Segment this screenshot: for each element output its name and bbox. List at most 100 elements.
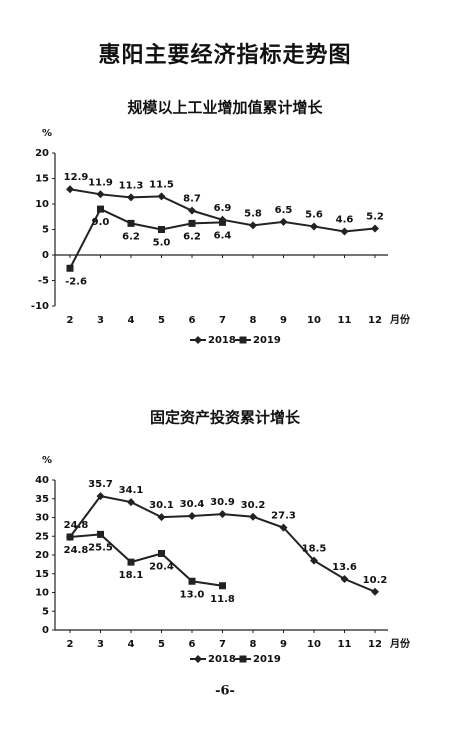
marker: [188, 206, 196, 215]
marker: [127, 219, 135, 227]
series-line: [69, 533, 223, 587]
marker: [127, 558, 135, 566]
data-label: 5.6: [305, 209, 323, 220]
marker: [66, 533, 74, 541]
marker: [66, 264, 74, 272]
data-label: 27.3: [271, 511, 296, 522]
x-tick-label: 12: [368, 639, 382, 650]
marker: [371, 224, 379, 233]
data-label: 30.9: [210, 497, 235, 508]
x-tick-label: 10: [307, 315, 321, 326]
marker: [66, 185, 74, 194]
x-tick-label: 3: [97, 315, 104, 326]
marker: [310, 556, 318, 565]
y-tick-label: 10: [35, 588, 49, 599]
legend-marker: [239, 336, 247, 344]
page-number: -6-: [215, 684, 235, 699]
y-tick-label: 40: [35, 475, 49, 486]
y-tick-label: 5: [42, 606, 49, 617]
marker: [158, 550, 165, 557]
marker: [158, 226, 165, 233]
marker: [279, 523, 288, 532]
marker: [219, 582, 226, 590]
y-tick-label: -5: [38, 276, 49, 287]
marker: [157, 513, 166, 522]
marker: [218, 510, 227, 519]
y-tick-label: 20: [35, 148, 49, 159]
x-axis-label: 月份: [389, 637, 411, 650]
y-axis-label: %: [42, 128, 52, 139]
legend-label: 2019: [253, 335, 281, 346]
marker: [310, 222, 318, 231]
data-label: 11.8: [210, 594, 235, 605]
marker: [219, 218, 226, 226]
y-tick-label: 15: [35, 569, 49, 580]
data-label: 18.1: [119, 570, 144, 581]
data-label: 6.2: [122, 231, 140, 242]
data-label: 18.5: [302, 544, 327, 555]
marker: [97, 205, 104, 213]
data-label: 24.8: [64, 520, 89, 531]
data-label: 6.2: [183, 231, 201, 242]
x-tick-label: 4: [128, 315, 135, 326]
data-label: 5.8: [244, 208, 262, 219]
y-tick-label: 10: [35, 199, 49, 210]
data-label: 25.5: [88, 542, 113, 553]
y-tick-label: 5: [42, 225, 49, 236]
marker: [96, 492, 105, 501]
legend-marker: [239, 655, 247, 663]
data-label: 6.5: [275, 205, 293, 216]
x-tick-label: 5: [158, 315, 165, 326]
marker: [371, 587, 379, 596]
x-tick-label: 7: [219, 315, 226, 326]
data-label: 10.2: [363, 575, 388, 586]
x-tick-label: 11: [338, 639, 352, 650]
data-label: 24.8: [64, 545, 89, 556]
legend-marker: [194, 336, 202, 344]
marker: [127, 498, 135, 507]
data-label: 30.1: [149, 500, 174, 511]
data-label: 5.2: [366, 211, 384, 222]
data-label: 34.1: [119, 485, 144, 496]
data-label: 35.7: [88, 479, 113, 490]
data-label: 4.6: [336, 215, 354, 226]
x-tick-label: 12: [368, 315, 382, 326]
data-label: 6.4: [214, 230, 232, 241]
x-tick-label: 5: [158, 639, 165, 650]
x-tick-label: 11: [338, 315, 352, 326]
legend-label: 2018: [208, 654, 236, 665]
marker: [188, 577, 196, 585]
data-label: 30.4: [180, 499, 205, 510]
data-label: 30.2: [241, 500, 266, 511]
marker: [188, 512, 196, 520]
y-tick-label: 15: [35, 174, 49, 185]
marker: [340, 575, 349, 583]
y-axis-label: %: [42, 455, 52, 466]
y-tick-label: 0: [42, 625, 49, 636]
y-tick-label: 35: [35, 494, 49, 505]
x-tick-label: 3: [97, 639, 104, 650]
y-tick-label: 30: [35, 513, 49, 524]
x-tick-label: 6: [189, 639, 196, 650]
x-axis-label: 月份: [389, 313, 411, 326]
legend-label: 2019: [253, 654, 281, 665]
x-tick-label: 8: [250, 639, 257, 650]
marker: [188, 219, 196, 227]
x-tick-label: 8: [250, 315, 257, 326]
chart-title: 规模以上工业增加值累计增长: [127, 99, 323, 117]
x-tick-label: 2: [67, 639, 74, 650]
data-label: 13.6: [332, 562, 357, 573]
page-title: 惠阳主要经济指标走势图: [98, 42, 351, 68]
marker: [249, 221, 257, 230]
chart-title: 固定资产投资累计增长: [150, 409, 301, 427]
y-tick-label: 0: [42, 250, 49, 261]
marker: [97, 530, 104, 538]
data-label: 9.0: [92, 217, 110, 228]
x-tick-label: 6: [189, 315, 196, 326]
data-label: 13.0: [180, 589, 205, 600]
data-label: 8.7: [183, 194, 201, 205]
marker: [127, 193, 135, 202]
y-tick-label: 25: [35, 531, 49, 542]
marker: [249, 512, 257, 521]
